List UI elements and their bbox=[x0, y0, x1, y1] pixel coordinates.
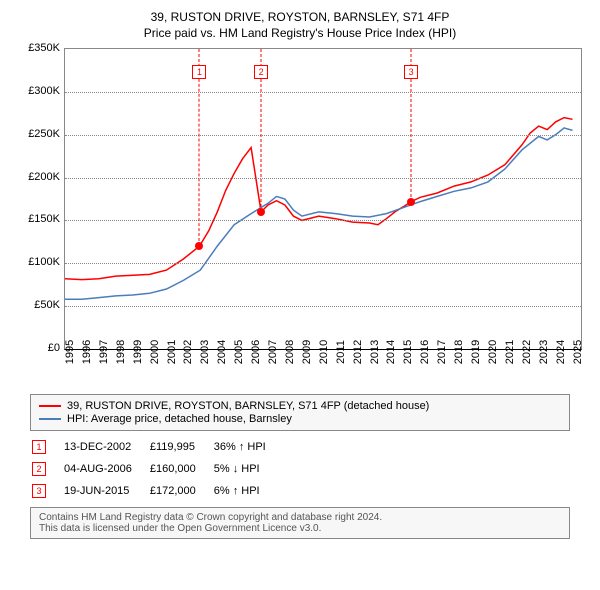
x-axis-label: 2012 bbox=[352, 340, 364, 364]
y-axis-label: £350K bbox=[20, 42, 60, 54]
x-axis-label: 2001 bbox=[166, 340, 178, 364]
y-axis-label: £200K bbox=[20, 171, 60, 183]
x-axis-label: 2021 bbox=[504, 340, 516, 364]
series-line-property bbox=[65, 118, 573, 280]
x-axis-label: 1996 bbox=[81, 340, 93, 364]
gridline bbox=[65, 306, 581, 307]
x-axis-label: 2022 bbox=[521, 340, 533, 364]
sale-delta: 36% ↑ HPI bbox=[214, 437, 282, 457]
legend-label-hpi: HPI: Average price, detached house, Barn… bbox=[67, 413, 292, 425]
sale-price: £172,000 bbox=[150, 481, 212, 501]
chart-area: 123 £0£50K£100K£150K£200K£250K£300K£350K… bbox=[20, 48, 580, 388]
sale-row: 3 19-JUN-2015£172,0006% ↑ HPI bbox=[32, 481, 282, 501]
x-axis-label: 2017 bbox=[436, 340, 448, 364]
x-axis-label: 2024 bbox=[555, 340, 567, 364]
x-axis-label: 2000 bbox=[149, 340, 161, 364]
footer-attribution: Contains HM Land Registry data © Crown c… bbox=[30, 507, 570, 539]
legend-row-property: 39, RUSTON DRIVE, ROYSTON, BARNSLEY, S71… bbox=[39, 400, 561, 412]
sale-marker-box: 1 bbox=[192, 65, 206, 79]
x-axis-label: 2007 bbox=[267, 340, 279, 364]
sale-marker-dot bbox=[195, 242, 203, 250]
x-axis-label: 2016 bbox=[419, 340, 431, 364]
legend-box: 39, RUSTON DRIVE, ROYSTON, BARNSLEY, S71… bbox=[30, 394, 570, 431]
x-axis-label: 2009 bbox=[301, 340, 313, 364]
legend-swatch-hpi bbox=[39, 418, 61, 420]
x-axis-label: 2005 bbox=[233, 340, 245, 364]
sale-row-marker: 1 bbox=[32, 440, 46, 454]
gridline bbox=[65, 92, 581, 93]
chart-title-sub: Price paid vs. HM Land Registry's House … bbox=[10, 26, 590, 40]
footer-line2: This data is licensed under the Open Gov… bbox=[39, 523, 561, 534]
plot-region: 1 2 3 bbox=[64, 48, 582, 350]
line-canvas bbox=[65, 49, 581, 349]
gridline bbox=[65, 220, 581, 221]
gridline bbox=[65, 178, 581, 179]
sale-row-marker: 3 bbox=[32, 484, 46, 498]
x-axis-label: 1999 bbox=[132, 340, 144, 364]
sales-table: 113-DEC-2002£119,99536% ↑ HPI204-AUG-200… bbox=[30, 435, 284, 503]
gridline bbox=[65, 263, 581, 264]
y-axis-label: £250K bbox=[20, 128, 60, 140]
gridline bbox=[65, 135, 581, 136]
sale-date: 04-AUG-2006 bbox=[64, 459, 148, 479]
x-axis-label: 2008 bbox=[284, 340, 296, 364]
x-axis-label: 2010 bbox=[318, 340, 330, 364]
x-axis-label: 2014 bbox=[385, 340, 397, 364]
sale-date: 13-DEC-2002 bbox=[64, 437, 148, 457]
sale-row: 2 04-AUG-2006£160,0005% ↓ HPI bbox=[32, 459, 282, 479]
legend-label-property: 39, RUSTON DRIVE, ROYSTON, BARNSLEY, S71… bbox=[67, 400, 429, 412]
y-axis-label: £150K bbox=[20, 213, 60, 225]
x-axis-label: 2018 bbox=[453, 340, 465, 364]
series-line-hpi bbox=[65, 128, 573, 299]
x-axis-label: 2011 bbox=[335, 340, 347, 364]
sale-marker-dot bbox=[407, 198, 415, 206]
sale-date: 19-JUN-2015 bbox=[64, 481, 148, 501]
sale-marker-box: 2 bbox=[254, 65, 268, 79]
sale-marker-dot bbox=[257, 208, 265, 216]
x-axis-label: 2020 bbox=[487, 340, 499, 364]
x-axis-label: 2006 bbox=[250, 340, 262, 364]
sale-row-marker: 2 bbox=[32, 462, 46, 476]
y-axis-label: £50K bbox=[20, 299, 60, 311]
sale-price: £160,000 bbox=[150, 459, 212, 479]
footer-line1: Contains HM Land Registry data © Crown c… bbox=[39, 512, 561, 523]
chart-title-block: 39, RUSTON DRIVE, ROYSTON, BARNSLEY, S71… bbox=[10, 10, 590, 40]
x-axis-label: 2025 bbox=[572, 340, 584, 364]
x-axis-label: 2023 bbox=[538, 340, 550, 364]
x-axis-label: 2019 bbox=[470, 340, 482, 364]
x-axis-label: 2002 bbox=[182, 340, 194, 364]
y-axis-label: £300K bbox=[20, 85, 60, 97]
sale-delta: 6% ↑ HPI bbox=[214, 481, 282, 501]
x-axis-label: 2004 bbox=[216, 340, 228, 364]
x-axis-label: 2015 bbox=[402, 340, 414, 364]
sale-price: £119,995 bbox=[150, 437, 212, 457]
y-axis-label: £100K bbox=[20, 256, 60, 268]
sale-row: 1 13-DEC-2002£119,99536% ↑ HPI bbox=[32, 437, 282, 457]
x-axis-label: 2013 bbox=[369, 340, 381, 364]
x-axis-label: 1995 bbox=[64, 340, 76, 364]
legend-row-hpi: HPI: Average price, detached house, Barn… bbox=[39, 413, 561, 425]
sale-marker-box: 3 bbox=[404, 65, 418, 79]
x-axis-label: 2003 bbox=[199, 340, 211, 364]
x-axis-label: 1998 bbox=[115, 340, 127, 364]
y-axis-label: £0 bbox=[20, 342, 60, 354]
chart-title-main: 39, RUSTON DRIVE, ROYSTON, BARNSLEY, S71… bbox=[10, 10, 590, 24]
x-axis-label: 1997 bbox=[98, 340, 110, 364]
legend-swatch-property bbox=[39, 405, 61, 407]
sale-delta: 5% ↓ HPI bbox=[214, 459, 282, 479]
